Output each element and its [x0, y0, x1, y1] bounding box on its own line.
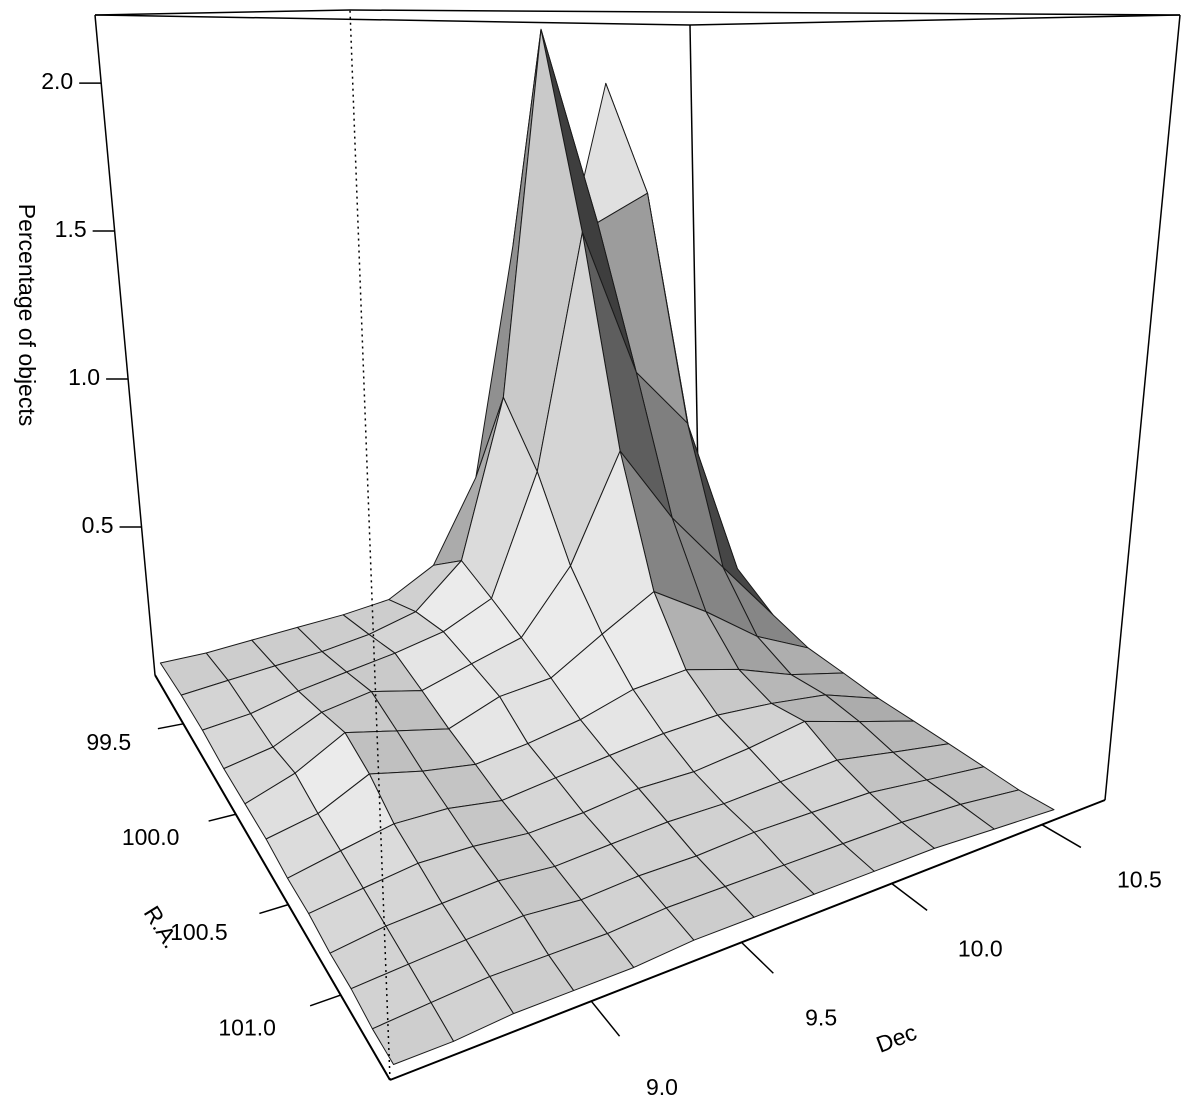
box-edge-hidden: [349, 9, 391, 1081]
x-tick-label: 100.5: [170, 919, 228, 945]
z-axis-label: Percentage of objects: [14, 204, 40, 426]
box-edge: [349, 9, 1181, 16]
x-tick-label: 101.0: [218, 1014, 276, 1040]
box-edge: [1104, 14, 1181, 801]
box-edge: [94, 14, 691, 26]
box-edge: [94, 14, 156, 676]
z-tick-label: 1.5: [55, 216, 87, 242]
y-tick: [1041, 824, 1082, 849]
z-tick-label: 2.0: [41, 68, 73, 94]
x-tick: [259, 903, 289, 915]
y-tick-label: 9.5: [805, 1005, 837, 1031]
box-edge: [689, 14, 1181, 26]
box-edge: [389, 799, 1106, 1081]
box-edge: [154, 674, 391, 1081]
z-tick-label: 0.5: [82, 512, 114, 538]
y-tick-label: 10.5: [1117, 867, 1162, 893]
box-edge: [94, 9, 351, 16]
z-tick-label: 1.0: [68, 364, 100, 390]
y-axis-label: Dec: [873, 1019, 921, 1058]
y-tick: [740, 941, 774, 974]
x-tick: [157, 723, 184, 730]
x-tick: [208, 813, 236, 822]
x-tick-label: 99.5: [86, 729, 131, 755]
y-tick-label: 10.0: [958, 936, 1003, 962]
y-tick: [891, 882, 928, 911]
x-tick-label: 100.0: [122, 824, 180, 850]
x-tick: [309, 994, 341, 1007]
y-tick: [590, 1000, 621, 1037]
surface-facet: [371, 1002, 455, 1066]
y-tick-label: 9.0: [646, 1074, 678, 1100]
